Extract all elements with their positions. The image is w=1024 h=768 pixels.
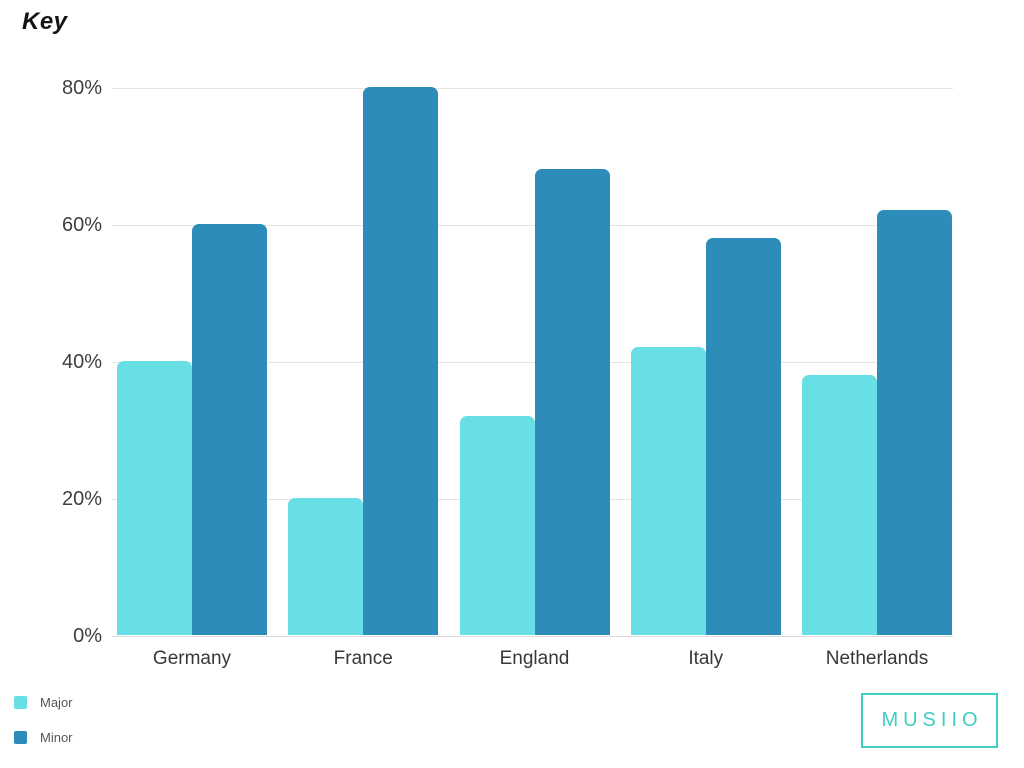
y-tick-label-40%: 40% (61, 351, 102, 373)
legend-swatch-minor (14, 731, 27, 744)
musiio-logo: MUSIIO (861, 693, 998, 748)
chart-title: Key (22, 8, 68, 35)
bar-italy-major (630, 347, 706, 635)
gridline-60% (112, 225, 953, 226)
legend-label-major: Major (40, 695, 73, 710)
bar-group-england (459, 169, 610, 635)
musiio-logo-text: MUSIIO (881, 709, 983, 731)
y-tick-label-80%: 80% (61, 77, 102, 99)
bar-france-major (288, 498, 364, 635)
gridline-0% (112, 636, 953, 637)
legend-label-minor: Minor (40, 730, 73, 745)
x-tick-label-italy: Italy (688, 648, 724, 669)
y-tick-label-0%: 0% (73, 625, 102, 647)
legend: Major Minor (14, 695, 73, 766)
x-tick-label-germany: Germany (152, 648, 232, 669)
gridline-40% (112, 362, 953, 363)
x-tick-label-france: France (333, 648, 393, 669)
bar-italy-minor (705, 237, 781, 635)
y-tick-label-20%: 20% (61, 488, 102, 510)
legend-item-major: Major (14, 695, 73, 710)
gridline-80% (112, 88, 953, 89)
bar-germany-minor (192, 224, 267, 635)
legend-swatch-major (14, 696, 27, 709)
bar-england-minor (534, 169, 610, 635)
y-tick-label-60%: 60% (61, 214, 102, 236)
bar-netherlands-minor (877, 210, 952, 635)
bar-france-minor (363, 87, 439, 635)
bar-england-major (459, 415, 535, 635)
bar-netherlands-major (802, 374, 877, 635)
bar-group-france (288, 87, 439, 635)
bar-group-italy (630, 237, 781, 635)
x-tick-label-england: England (499, 648, 570, 669)
legend-item-minor: Minor (14, 730, 73, 745)
x-tick-label-netherlands: Netherlands (825, 648, 929, 669)
bar-group-netherlands (802, 210, 952, 635)
bar-group-germany (117, 224, 267, 635)
plot-area (112, 87, 953, 637)
bar-germany-major (117, 361, 192, 635)
